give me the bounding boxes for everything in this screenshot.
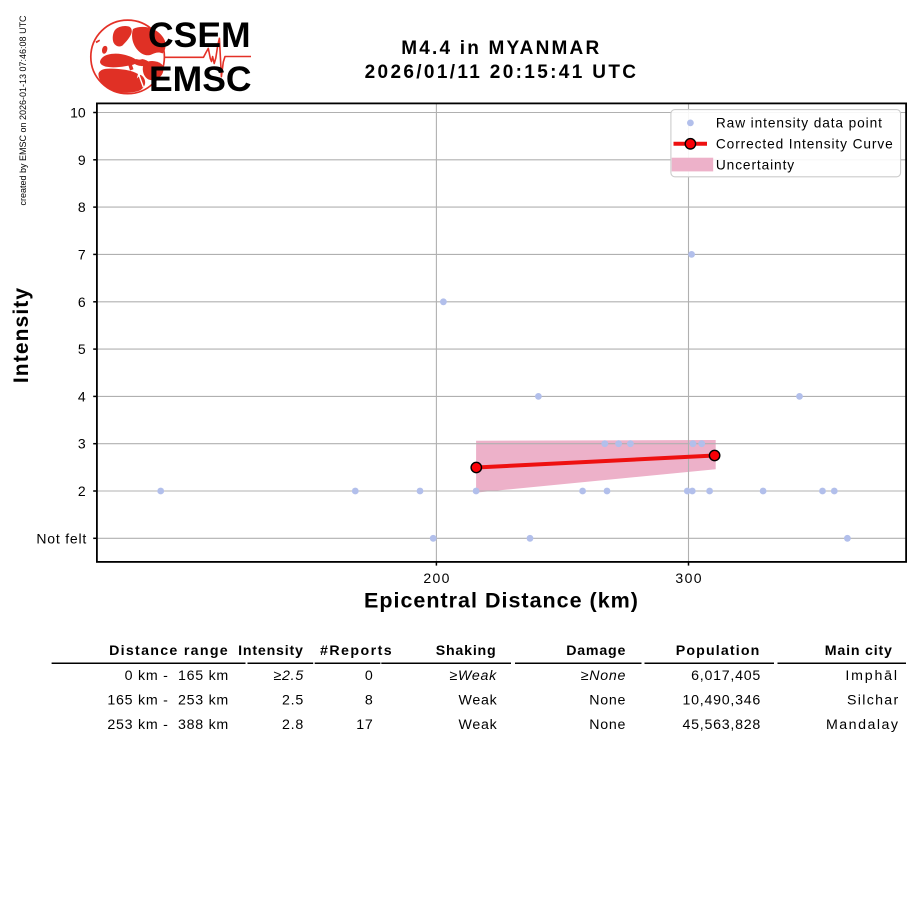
svg-text:Raw intensity data point: Raw intensity data point: [716, 116, 883, 131]
svg-text:Epicentral Distance (km): Epicentral Distance (km): [364, 588, 639, 612]
svg-text:0 km - 165 km: 0 km - 165 km: [125, 668, 229, 684]
svg-text:M4.4 in MYANMAR: M4.4 in MYANMAR: [401, 38, 601, 59]
svg-text:Weak: Weak: [458, 693, 497, 709]
svg-text:300: 300: [675, 570, 703, 586]
svg-text:3: 3: [78, 436, 86, 452]
svg-text:4: 4: [78, 388, 86, 404]
svg-text:Uncertainty: Uncertainty: [716, 157, 795, 172]
svg-text:Distance range: Distance range: [109, 643, 229, 659]
svg-text:8: 8: [365, 693, 374, 709]
svg-text:Shaking: Shaking: [436, 643, 497, 659]
svg-text:Mandalay: Mandalay: [826, 717, 900, 733]
svg-text:2.8: 2.8: [282, 717, 304, 733]
svg-text:6: 6: [78, 294, 86, 310]
svg-text:10: 10: [70, 105, 86, 121]
svg-text:≥Weak: ≥Weak: [449, 668, 497, 684]
svg-text:Intensity: Intensity: [10, 287, 33, 383]
svg-text:Weak: Weak: [458, 717, 497, 733]
svg-text:created by EMSC on 2026-01-13: created by EMSC on 2026-01-13 07:46:08 U…: [18, 15, 28, 206]
svg-text:2: 2: [78, 483, 86, 499]
svg-text:None: None: [589, 693, 626, 709]
svg-text:5: 5: [78, 341, 86, 357]
svg-text:2.5: 2.5: [282, 693, 304, 709]
svg-text:2026/01/11 20:15:41 UTC: 2026/01/11 20:15:41 UTC: [365, 62, 639, 83]
svg-text:≥None: ≥None: [581, 668, 626, 684]
svg-text:7: 7: [78, 246, 86, 262]
svg-text:Intensity: Intensity: [238, 643, 304, 659]
svg-text:Main city: Main city: [825, 643, 893, 659]
svg-text:EMSC: EMSC: [149, 59, 252, 99]
svg-text:200: 200: [423, 570, 451, 586]
svg-text:Not felt: Not felt: [36, 530, 87, 546]
svg-text:10,490,346: 10,490,346: [682, 693, 761, 709]
svg-text:165 km - 253 km: 165 km - 253 km: [107, 693, 229, 709]
svg-text:≥2.5: ≥2.5: [273, 668, 304, 684]
svg-text:Imphāl: Imphāl: [845, 668, 898, 684]
svg-text:9: 9: [78, 152, 86, 168]
svg-text:17: 17: [356, 717, 373, 733]
svg-text:Silchar: Silchar: [847, 693, 899, 709]
svg-text:#Reports: #Reports: [320, 643, 393, 659]
svg-text:Damage: Damage: [566, 643, 626, 659]
svg-text:Corrected Intensity Curve: Corrected Intensity Curve: [716, 137, 894, 152]
svg-text:Population: Population: [676, 643, 761, 659]
svg-text:0: 0: [365, 668, 374, 684]
svg-text:6,017,405: 6,017,405: [691, 668, 761, 684]
svg-text:45,563,828: 45,563,828: [682, 717, 761, 733]
svg-text:253 km - 388 km: 253 km - 388 km: [107, 717, 229, 733]
svg-text:CSEM: CSEM: [148, 15, 251, 55]
svg-text:8: 8: [78, 199, 86, 215]
svg-text:None: None: [589, 717, 626, 733]
